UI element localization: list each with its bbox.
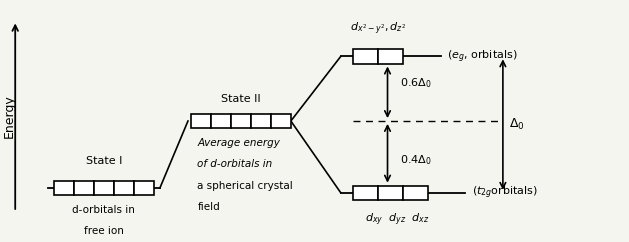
Text: ($e_g$, orbitals): ($e_g$, orbitals) xyxy=(447,48,517,65)
Text: $d_{x^2-y^2}, d_{z^2}$: $d_{x^2-y^2}, d_{z^2}$ xyxy=(350,21,406,37)
Text: $d_{xy}$  $d_{yz}$  $d_{xz}$: $d_{xy}$ $d_{yz}$ $d_{xz}$ xyxy=(365,212,429,228)
FancyBboxPatch shape xyxy=(211,114,231,128)
Text: Average energy: Average energy xyxy=(198,138,280,148)
Text: d-orbitals in: d-orbitals in xyxy=(72,205,135,215)
Text: a spherical crystal: a spherical crystal xyxy=(198,181,293,191)
FancyBboxPatch shape xyxy=(54,181,74,195)
Text: of d-orbitals in: of d-orbitals in xyxy=(198,159,272,169)
Text: $0.4\Delta_0$: $0.4\Delta_0$ xyxy=(400,154,431,167)
FancyBboxPatch shape xyxy=(403,186,428,200)
FancyBboxPatch shape xyxy=(114,181,134,195)
FancyBboxPatch shape xyxy=(378,49,403,64)
FancyBboxPatch shape xyxy=(378,186,403,200)
FancyBboxPatch shape xyxy=(74,181,94,195)
Text: $\Delta_0$: $\Delta_0$ xyxy=(509,117,525,132)
FancyBboxPatch shape xyxy=(271,114,291,128)
FancyBboxPatch shape xyxy=(94,181,114,195)
Text: $0.6\Delta_0$: $0.6\Delta_0$ xyxy=(400,76,431,90)
Text: ($t_{2g}$orbitals): ($t_{2g}$orbitals) xyxy=(472,185,538,201)
Text: field: field xyxy=(198,202,220,212)
Text: State I: State I xyxy=(86,156,122,166)
FancyBboxPatch shape xyxy=(191,114,211,128)
FancyBboxPatch shape xyxy=(353,186,378,200)
Text: State II: State II xyxy=(221,94,261,104)
FancyBboxPatch shape xyxy=(231,114,251,128)
FancyBboxPatch shape xyxy=(353,49,378,64)
Text: free ion: free ion xyxy=(84,226,124,236)
FancyBboxPatch shape xyxy=(251,114,271,128)
FancyBboxPatch shape xyxy=(134,181,153,195)
Text: Energy: Energy xyxy=(3,94,16,138)
